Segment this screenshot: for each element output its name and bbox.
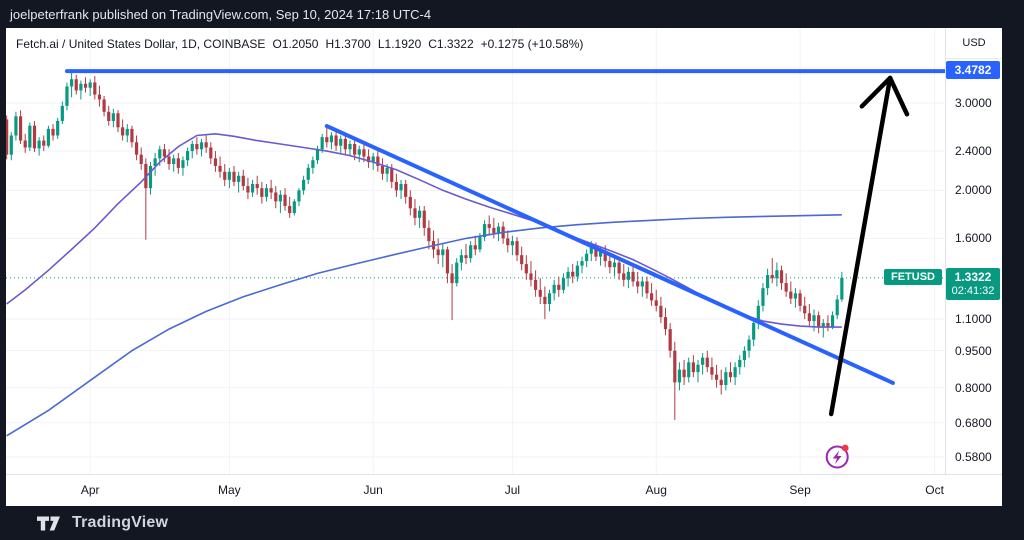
price-tick-label: 0.9500 <box>955 343 992 358</box>
tradingview-logo-icon[interactable] <box>36 515 64 532</box>
last-price-value: 1.3322 <box>954 269 992 284</box>
candles-layer <box>6 71 844 420</box>
horizontal-line-price-label: 3.4782 <box>946 61 1000 80</box>
month-label: Jul <box>504 483 521 497</box>
gridlines <box>6 28 945 474</box>
arrow-annotation[interactable] <box>828 75 910 417</box>
ohlc-high: H1.3700 <box>325 37 371 51</box>
attribution-text: joelpeterfrank published on TradingView.… <box>10 6 432 22</box>
brand-bar: TradingView <box>0 506 1024 540</box>
ohlc-change: +0.1275 (+10.58%) <box>480 37 584 51</box>
price-tick-label: 3.0000 <box>955 95 992 110</box>
month-label: Sep <box>789 483 811 497</box>
price-axis[interactable]: USD 3.4782 1.3322 02:41:32 3.0000 2.4000 2… <box>946 28 1002 474</box>
month-label: Oct <box>925 483 944 497</box>
brand-name[interactable]: TradingView <box>72 514 169 531</box>
price-tick-label: 2.0000 <box>955 183 992 198</box>
month-label: Aug <box>645 483 667 497</box>
last-price-symbol-tag: FETUSD <box>884 268 942 285</box>
month-label: Jun <box>363 483 383 497</box>
last-price-label: 1.3322 02:41:32 <box>946 267 1000 300</box>
ohlc-low: L1.1920 <box>377 37 422 51</box>
price-tick-label: 2.4000 <box>955 144 992 159</box>
price-tick-label: 0.5800 <box>955 449 992 464</box>
ma_slow-line <box>6 214 842 437</box>
price-tick-label: 0.8000 <box>955 380 992 395</box>
time-axis[interactable]: Apr May Jun Jul Aug Sep Oct <box>6 474 1002 506</box>
flash-icon[interactable] <box>825 444 849 469</box>
symbol-header[interactable]: Fetch.ai / United States Dollar, 1D, COI… <box>16 37 590 51</box>
price-tick-label: 0.6800 <box>955 415 992 430</box>
price-chart-canvas[interactable] <box>6 28 945 474</box>
ohlc-open: O1.2050 <box>272 37 319 51</box>
chart-card: Fetch.ai / United States Dollar, 1D, COI… <box>6 28 1002 506</box>
symbol-title: Fetch.ai / United States Dollar, 1D, COI… <box>16 37 266 51</box>
attribution-bar: joelpeterfrank published on TradingView.… <box>0 0 1024 28</box>
month-label: May <box>218 483 241 497</box>
axis-separator <box>945 28 946 474</box>
ohlc-close: C1.3322 <box>428 37 474 51</box>
price-tick-label: 1.6000 <box>955 231 992 246</box>
bar-countdown: 02:41:32 <box>951 284 995 297</box>
currency-label: USD <box>946 28 1002 59</box>
descending-trendline[interactable] <box>324 124 895 385</box>
month-label: Apr <box>80 483 100 497</box>
price-tick-label: 1.1000 <box>955 312 992 327</box>
chart-plot-area[interactable]: Fetch.ai / United States Dollar, 1D, COI… <box>6 28 945 474</box>
